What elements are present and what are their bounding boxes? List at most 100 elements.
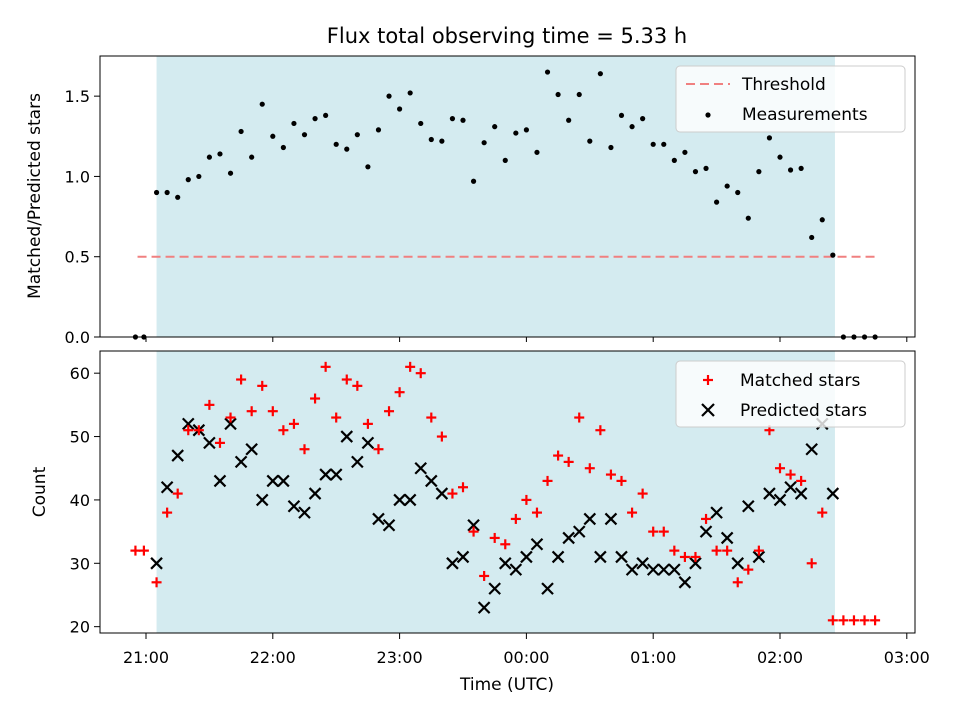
predicted-star-point [361,436,375,450]
measurement-point [724,183,730,189]
bottom-legend: Matched stars Predicted stars [675,360,906,428]
predicted-star-point [425,474,438,488]
measurement-point [735,189,741,196]
matched-star-point [394,387,405,398]
bottom-y-tick-label: 20 [70,618,90,637]
matched-star-point [193,425,204,436]
matched-star-point [310,393,321,404]
matched-star-point [278,425,289,436]
legend-matched-label: Matched stars [740,371,860,391]
bottom-x-tick-label: 01:00 [630,648,676,667]
measurement-point [333,141,339,147]
predicted-star-point [594,550,607,564]
predicted-star-point [530,538,544,551]
measurement-point [777,154,783,160]
measurement-point [502,157,508,163]
matched-star-point [415,368,426,379]
bottom-x-tick-label: 03:00 [884,648,930,667]
predicted-star-point [541,582,554,595]
measurement-point [206,154,212,160]
predicted-star-point [562,531,575,545]
matched-star-point [627,507,638,518]
bottom-y-tick-label: 40 [70,491,90,510]
measurement-point [714,199,720,205]
bottom-y-tick-label: 60 [70,364,90,383]
measurement-point [175,194,181,200]
measurement-point [418,120,424,127]
legend-predicted-swatch [701,403,715,417]
measurement-point [566,117,572,123]
measurement-point [291,120,297,127]
matched-star-point [267,406,278,417]
predicted-star-point [668,563,681,576]
legend-predicted-label: Predicted stars [740,401,867,421]
matched-star-point [690,551,701,562]
matched-star-point [183,425,194,436]
matched-star-point [362,418,373,429]
measurement-point [449,116,456,122]
top-y-tick-label: 0.5 [65,248,90,267]
predicted-star-point [382,518,396,532]
matched-star-point [320,361,331,372]
matched-star-point [489,532,500,543]
measurement-point [555,91,561,98]
matched-star-point [701,513,712,524]
matched-stars-points [130,361,881,626]
matched-star-point [288,418,299,429]
matched-star-point [510,513,521,524]
predicted-star-point [572,525,586,538]
predicted-star-point [784,480,797,494]
predicted-star-point [615,550,628,564]
matched-star-point [722,545,733,556]
matched-star-point [753,545,764,556]
matched-star-point [151,577,162,588]
predicted-star-point [298,506,311,519]
measurement-point [618,112,625,119]
predicted-star-point [509,563,523,576]
bottom-y-axis-label: Count [30,466,50,517]
predicted-star-point [287,499,301,513]
measurement-point [608,144,614,151]
predicted-star-point [393,493,406,507]
predicted-star-point [160,480,174,494]
predicted-star-point [720,531,734,545]
predicted-star-point [308,487,322,500]
matched-star-point [257,380,268,391]
top-measurement-points [132,69,878,340]
bottom-x-tick-label: 02:00 [757,648,803,667]
predicted-star-point [171,449,184,462]
measurement-point [217,151,223,157]
matched-star-point [162,507,173,518]
bottom-panel: 20 30 40 50 60 21:00 22:00 23:00 00:00 01:00 02:0… [30,350,930,695]
predicted-star-point [646,563,660,576]
matched-star-point [542,475,553,486]
matched-star-point [669,545,680,556]
predicted-star-point [731,557,745,570]
predicted-star-point [689,557,702,570]
matched-star-point [436,431,447,442]
predicted-star-point [763,487,776,500]
predicted-star-point [234,455,248,469]
measurement-point [819,217,825,223]
measurement-point [397,106,403,112]
predicted-star-point [583,512,597,526]
measurement-point [766,135,773,141]
matched-star-point [521,494,532,505]
top-y-tick-label: 1.5 [65,87,90,106]
matched-star-point [796,475,807,486]
predicted-star-point [467,518,480,532]
measurement-point [798,165,804,171]
matched-star-point [299,444,310,455]
measurement-point [407,90,413,96]
predicted-star-point [657,563,671,576]
matched-star-point [384,406,395,417]
measurement-point [650,141,656,147]
predicted-star-point [636,557,649,570]
measurement-point [460,117,466,123]
measurement-point [809,234,815,241]
predicted-star-point [245,442,258,456]
predicted-star-point [203,436,216,450]
bottom-x-tick-label: 21:00 [123,648,169,667]
matched-star-point [584,463,595,474]
measurement-point [534,149,540,155]
